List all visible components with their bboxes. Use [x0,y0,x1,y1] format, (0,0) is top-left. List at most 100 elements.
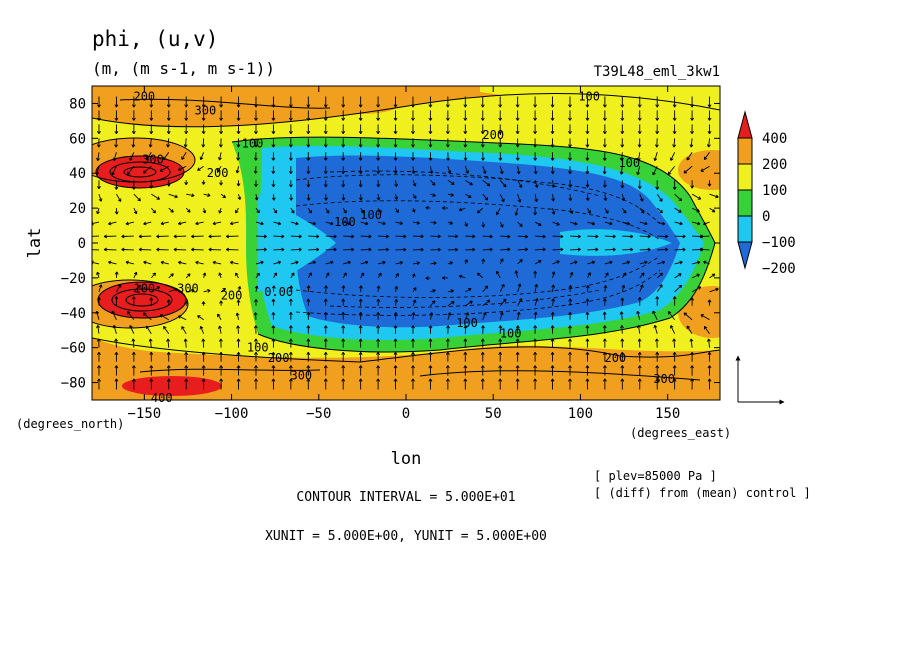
wind-arrow [499,221,504,228]
wind-arrow-head [655,296,660,300]
wind-arrow-head [97,104,101,108]
wind-arrow-head [138,247,142,252]
wind-arrow-head [412,183,417,187]
wind-arrow-head [187,273,191,277]
wind-arrow-head [236,183,241,187]
wind-arrow-head [253,312,258,316]
y-tick-label: −40 [61,306,86,322]
wind-arrow-head [341,338,346,342]
wind-arrow-head [218,157,222,161]
wind-arrow-head [306,184,311,188]
wind-arrow [96,207,100,214]
wind-arrow [360,272,365,279]
wind-arrow [586,285,589,292]
wind-arrow-head [236,365,241,369]
wind-arrow-head [432,193,436,197]
wind-arrow-head [574,221,578,226]
wind-arrow [703,326,710,334]
wind-arrow-head [507,234,511,239]
wind-arrow-head [700,168,704,172]
wind-arrow-head [428,365,433,369]
wind-arrow [132,138,135,148]
wind-arrow-head [376,157,381,161]
wind-arrow [447,312,451,320]
wind-arrow [185,273,191,279]
wind-arrow-head [411,144,415,148]
wind-arrow [517,221,523,227]
wind-arrow-head [358,351,363,355]
wind-arrow-head [550,338,555,342]
wind-arrow [430,179,436,186]
wind-arrow-head [225,234,230,239]
wind-arrow-head [672,117,677,121]
wind-arrow-head [446,157,450,161]
wind-arrow [691,207,700,213]
wind-arrow-head [446,325,450,329]
wind-arrow-head [451,301,455,305]
wind-arrow [621,152,623,161]
wind-arrow-head [449,221,453,225]
wind-arrow-head [148,338,153,342]
wind-arrow-head [707,351,712,355]
wind-arrow-head [515,351,520,355]
wind-arrow-head [550,117,555,121]
wind-arrow [290,235,302,237]
wind-arrow-head [289,285,294,289]
wind-arrow-head [306,298,311,302]
wind-arrow [656,207,663,214]
wind-arrow [98,194,102,202]
wind-arrow [552,260,560,265]
wind-arrow-head [569,271,574,276]
wind-arrow-head [358,298,363,302]
wind-arrow-head [360,210,365,214]
wind-arrow-head [468,287,472,292]
wind-arrow-head [620,351,625,355]
wind-arrow-head [637,104,642,108]
wind-arrow [308,221,316,225]
wind-arrow-head [376,170,381,174]
wind-arrow-head [341,197,346,201]
wind-arrow-head [97,351,101,355]
wind-arrow [111,310,117,320]
wind-arrow [290,221,299,225]
wind-arrow [273,272,277,279]
wind-arrow-head [343,210,347,214]
wind-arrow-head [364,260,369,265]
wind-arrow-head [376,338,381,342]
wind-arrow [200,326,205,334]
y-tick-label: −60 [61,341,86,357]
wind-arrow-head [620,378,625,382]
wind-arrow-head [707,131,712,135]
wind-arrow-head [550,378,555,382]
wind-arrow-head [152,209,156,214]
wind-arrow-head [653,157,658,162]
wind-arrow-head [551,271,556,275]
wind-arrow-head [644,260,648,265]
wind-arrow-head [341,365,346,369]
wind-arrow-head [117,284,122,288]
wind-arrow-head [568,197,573,201]
wind-arrow-head [683,170,688,174]
wind-arrow [290,249,302,251]
wind-arrow-head [437,234,441,239]
wind-arrow-head [585,325,590,329]
wind-arrow-head [330,221,334,226]
wind-arrow [673,338,676,348]
wind-arrow-head [667,171,672,175]
wind-arrow-head [184,300,189,305]
wind-arrow-head [696,260,701,265]
wind-arrow-head [661,221,666,226]
wind-arrow-head [323,338,328,342]
wind-arrow-head [420,234,424,239]
wind-arrow-head [550,157,555,161]
wind-arrow-head [145,325,150,329]
wind-arrow [569,235,581,238]
wind-arrow-head [131,351,136,355]
wind-arrow-head [235,272,239,277]
wind-arrow-head [644,221,648,226]
wind-arrow-head [498,365,503,369]
wind-arrow [236,166,239,174]
wind-arrow-head [324,197,328,201]
wind-arrow-head [368,247,372,252]
wind-arrow [325,235,337,237]
